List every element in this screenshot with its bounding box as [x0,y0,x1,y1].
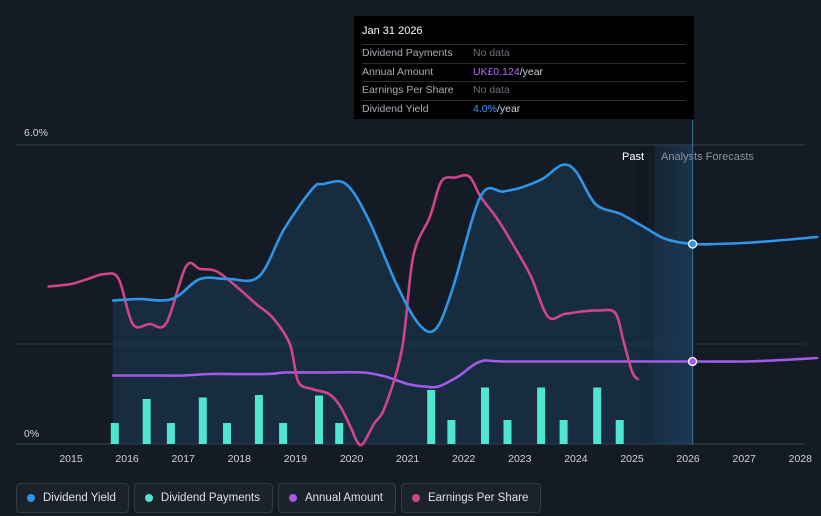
x-tick-label: 2025 [620,453,644,465]
x-tick-label: 2016 [115,453,139,465]
tooltip-label: Earnings Per Share [362,84,454,96]
dividend-yield-line [111,163,819,334]
dividend-payment-bar [166,423,175,444]
legend-label: Annual Amount [304,492,383,504]
forecast-label: Analysts Forecasts [661,151,754,163]
legend-label: Dividend Payments [160,492,260,504]
x-tick-label: 2015 [59,453,83,465]
legend: Dividend Yield Dividend Payments Annual … [16,483,546,513]
dividend-payment-bar [223,423,231,444]
x-tick-label: 2017 [172,453,196,465]
tooltip-label: Dividend Yield [362,102,429,115]
dividend-payment-bar [142,399,151,444]
tooltip-row-annual-amount: Annual Amount UK£0.124/year [362,62,686,82]
legend-dot-icon [27,494,35,502]
earnings-per-share-line [47,173,639,447]
dividend-payment-bar [447,420,456,444]
y-tick-max: 6.0% [24,127,48,139]
x-tick-label: 2020 [340,453,364,465]
dividend-payment-bar [481,387,489,444]
annual-amount-marker [687,356,698,367]
x-tick-label: 2026 [676,453,700,465]
legend-dividend-payments[interactable]: Dividend Payments [133,483,273,513]
tooltip-unit: /year [496,102,521,115]
dividend-payment-bar [198,397,207,444]
dividend-payment-bar [559,420,568,444]
legend-dot-icon [144,494,153,502]
dividend-payment-bar [279,423,288,444]
dividend-payment-bar [110,423,119,444]
tooltip-date: Jan 31 2026 [362,25,423,37]
x-tick-label: 2023 [508,453,532,465]
legend-label: Earnings Per Share [427,492,529,504]
tooltip-value: UK£0.124 [473,65,520,78]
legend-label: Dividend Yield [43,492,116,504]
tooltip-value: No data [473,84,510,96]
legend-dividend-yield[interactable]: Dividend Yield [16,483,129,513]
tooltip-label: Dividend Payments [362,47,453,59]
x-tick-label: 2028 [789,453,813,465]
dividend-payment-bar [615,420,624,444]
tooltip-unit: /year [519,65,544,78]
tooltip-row-dividend-payments: Dividend Payments No data [362,44,686,63]
dividend-payment-bar [315,395,323,444]
dividend-yield-marker [687,239,698,249]
y-tick-zero: 0% [24,428,39,440]
tooltip-label: Annual Amount [362,65,434,78]
tooltip-value: No data [473,47,510,59]
x-tick-label: 2027 [733,453,757,465]
dividend-payment-bar [537,387,546,444]
tooltip-row-dividend-yield: Dividend Yield 4.0%/year [362,99,686,119]
dividend-payment-bar [254,395,263,444]
legend-dot-icon [411,494,420,502]
tooltip-row-earnings-per-share: Earnings Per Share No data [362,81,686,100]
x-tick-label: 2018 [228,453,252,465]
dividend-payment-bar [335,423,344,444]
legend-annual-amount[interactable]: Annual Amount [277,483,396,513]
past-label: Past [622,151,644,163]
x-tick-label: 2021 [396,453,420,465]
legend-dot-icon [288,494,297,502]
x-tick-label: 2024 [564,453,588,465]
dividend-payment-bar [503,420,512,444]
tooltip: Jan 31 2026 Dividend Payments No data An… [354,16,694,119]
tooltip-value: 4.0% [473,102,497,115]
legend-earnings-per-share[interactable]: Earnings Per Share [400,483,542,513]
dividend-payment-bar [427,390,436,444]
x-tick-label: 2022 [452,453,476,465]
x-tick-label: 2019 [284,453,308,465]
dividend-payment-bar [593,387,602,444]
annual-amount-line [111,356,819,389]
